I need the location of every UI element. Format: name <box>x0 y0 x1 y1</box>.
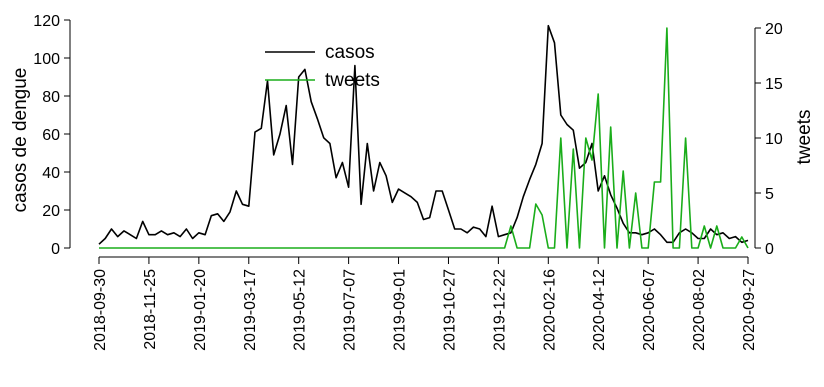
x-tick-label: 2020-02-16 <box>541 269 558 351</box>
left-tick-label: 0 <box>51 241 60 258</box>
ylabel-right: tweets <box>794 110 815 165</box>
series-line-casos <box>98 24 749 245</box>
plot-area <box>98 24 749 249</box>
left-tick-label: 100 <box>33 51 60 68</box>
x-tick-label: 2019-10-27 <box>441 269 458 351</box>
x-tick-label: 2019-03-17 <box>242 269 259 351</box>
x-tick-label: 2019-12-22 <box>491 269 508 351</box>
right-tick-label: 0 <box>765 241 774 258</box>
left-y-axis: 0 20 40 60 80 100 120 <box>33 13 71 258</box>
legend-label-casos: casos <box>325 42 375 63</box>
right-tick-label: 5 <box>765 186 774 203</box>
x-tick-label: 2019-01-20 <box>192 269 209 351</box>
left-tick-label: 120 <box>33 13 60 30</box>
left-tick-label: 20 <box>42 203 60 220</box>
legend: casos tweets <box>265 42 380 91</box>
x-axis: 2018-09-30 2018-11-25 2019-01-20 2019-03-17… <box>92 256 758 351</box>
left-tick-label: 80 <box>42 89 60 106</box>
x-tick-label: 2018-11-25 <box>142 269 159 350</box>
x-tick-label: 2020-04-12 <box>591 269 608 351</box>
x-tick-label: 2020-09-27 <box>741 269 758 351</box>
left-tick-label: 40 <box>42 165 60 182</box>
series-line-tweets <box>99 27 749 249</box>
x-tick-label: 2019-07-07 <box>342 269 359 351</box>
x-tick-label: 2020-08-02 <box>691 269 708 351</box>
right-tick-label: 10 <box>765 131 783 148</box>
right-tick-label: 15 <box>765 76 783 93</box>
right-y-axis: 0 5 10 15 20 <box>754 21 783 258</box>
x-tick-label: 2019-05-12 <box>292 269 309 351</box>
x-tick-label: 2020-06-07 <box>641 269 658 351</box>
x-tick-label: 2019-09-01 <box>392 269 409 351</box>
legend-label-tweets: tweets <box>325 70 380 91</box>
left-tick-label: 60 <box>42 127 60 144</box>
right-tick-label: 20 <box>765 21 783 38</box>
ylabel-left: casos de dengue <box>10 68 31 213</box>
x-tick-label: 2018-09-30 <box>92 269 109 351</box>
